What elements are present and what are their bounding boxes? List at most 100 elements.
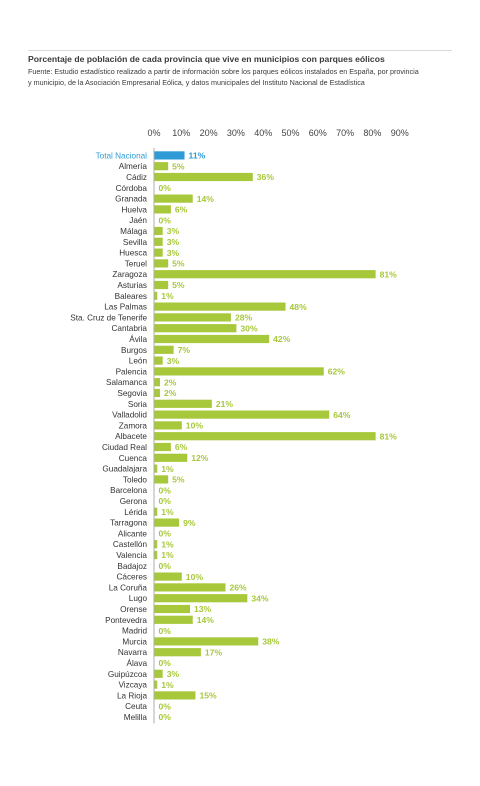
value-label: 6%	[175, 442, 188, 452]
category-label: Palencia	[116, 367, 148, 376]
value-label: 9%	[183, 518, 196, 528]
category-label: Guipúzcoa	[108, 670, 148, 679]
category-label: Tarragona	[110, 519, 147, 528]
bar	[154, 378, 160, 387]
category-label: Total Nacional	[96, 151, 148, 160]
value-label: 5%	[172, 259, 185, 269]
value-label: 15%	[199, 691, 217, 701]
bar	[154, 550, 158, 560]
category-label: Ávila	[129, 334, 147, 344]
bar	[154, 345, 174, 354]
value-label: 2%	[164, 388, 177, 398]
value-label: 0%	[159, 561, 172, 571]
value-label: 0%	[159, 712, 172, 722]
value-label: 0%	[159, 658, 172, 668]
value-label: 7%	[178, 345, 191, 355]
value-label: 10%	[186, 421, 204, 431]
value-label: 14%	[197, 194, 215, 204]
category-label: Soria	[128, 400, 148, 409]
bar	[154, 464, 158, 473]
category-label: Vizcaya	[118, 681, 147, 690]
bar	[154, 399, 212, 408]
bar	[154, 194, 193, 203]
category-label: Guadalajara	[102, 465, 147, 474]
value-label: 0%	[159, 701, 172, 711]
bar	[154, 507, 158, 516]
bar	[154, 604, 190, 614]
category-label: Sta. Cruz de Tenerife	[70, 313, 147, 322]
category-label: Barcelona	[110, 486, 147, 495]
bar	[154, 615, 193, 624]
bar	[154, 324, 237, 333]
x-tick-label: 0%	[147, 128, 160, 138]
value-label: 3%	[167, 669, 180, 679]
x-tick-label: 40%	[254, 128, 272, 138]
value-label: 0%	[159, 215, 172, 225]
bar	[154, 583, 226, 592]
category-label: Salamanca	[106, 378, 147, 387]
value-label: 1%	[161, 680, 174, 690]
value-label: 10%	[186, 572, 204, 582]
value-label: 13%	[194, 604, 212, 614]
category-label: Badajoz	[117, 562, 147, 571]
category-label: Jaén	[129, 216, 147, 225]
source-line-2: y municipio, de la Asociación Empresaria…	[28, 78, 365, 87]
value-label: 12%	[191, 453, 209, 463]
bar	[154, 572, 182, 581]
category-label: Córdoba	[116, 184, 148, 193]
bar	[154, 540, 158, 549]
category-label: Cádiz	[126, 173, 147, 182]
category-label: Málaga	[120, 227, 147, 236]
bar	[154, 291, 158, 300]
category-label: Huelva	[122, 205, 148, 214]
category-label: Toledo	[123, 475, 148, 484]
bar	[154, 248, 163, 257]
value-label: 3%	[167, 226, 180, 236]
category-label: Albacete	[115, 432, 147, 441]
bar	[154, 302, 286, 311]
bar	[154, 475, 169, 484]
category-label: Baleares	[115, 292, 147, 301]
category-label: Las Palmas	[104, 303, 147, 312]
category-label: Granada	[115, 195, 147, 204]
bar	[154, 421, 182, 430]
bar	[154, 172, 253, 182]
value-label: 42%	[273, 334, 291, 344]
bar	[154, 205, 171, 214]
value-label: 17%	[205, 647, 223, 657]
value-label: 64%	[333, 410, 351, 420]
category-label: Álava	[127, 658, 148, 668]
category-label: Almería	[119, 162, 148, 171]
value-label: 5%	[172, 161, 185, 171]
value-label: 3%	[167, 248, 180, 258]
category-label: León	[129, 357, 148, 366]
category-label: Sevilla	[123, 238, 148, 247]
category-label: Alicante	[118, 529, 148, 538]
value-label: 28%	[235, 313, 253, 323]
source-line-1: Fuente: Estudio estadístico realizado a …	[28, 67, 419, 76]
bar	[154, 388, 160, 398]
bar	[154, 280, 169, 290]
category-label: Gerona	[120, 497, 148, 506]
bar	[154, 259, 169, 268]
value-label: 0%	[159, 496, 172, 506]
value-label: 30%	[240, 323, 258, 333]
x-tick-label: 60%	[309, 128, 327, 138]
bar	[154, 594, 248, 603]
category-label: Cáceres	[117, 573, 148, 582]
value-label: 5%	[172, 475, 185, 485]
bar	[154, 691, 196, 700]
value-label: 26%	[229, 583, 247, 593]
value-label: 36%	[257, 172, 275, 182]
value-label: 81%	[380, 269, 398, 279]
value-label: 1%	[161, 291, 174, 301]
category-label: Zaragoza	[112, 270, 147, 279]
category-label: Valladolid	[112, 411, 147, 420]
value-label: 1%	[161, 539, 174, 549]
category-label: Segovia	[117, 389, 147, 398]
bar	[154, 410, 330, 419]
category-label: Ciudad Real	[102, 443, 147, 452]
value-label: 1%	[161, 507, 174, 517]
bar-chart: 0% 10% 20% 30% 40% 50% 60% 70% 80% 90% Total Nacio…	[70, 128, 409, 724]
bar	[154, 162, 169, 171]
